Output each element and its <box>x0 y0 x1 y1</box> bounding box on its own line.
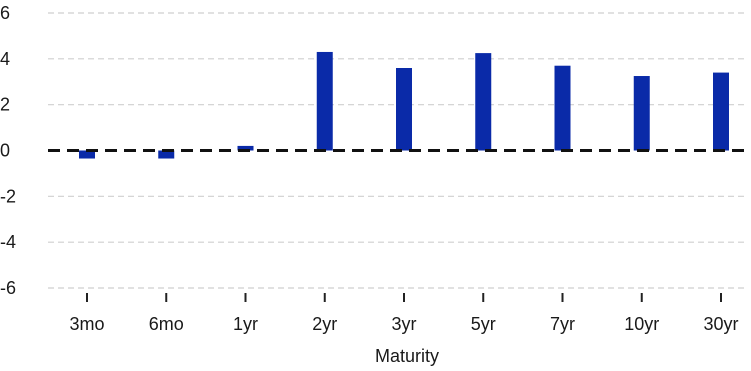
y-tick-label: -2 <box>0 186 16 206</box>
x-tick-label: 6mo <box>149 314 184 334</box>
x-tick-label: 5yr <box>471 314 496 334</box>
y-tick-label: 0 <box>0 141 10 161</box>
gridlines <box>48 12 746 289</box>
y-tick-label: 4 <box>0 49 10 69</box>
y-tick-label: 2 <box>0 95 10 115</box>
y-tick-label: 6 <box>0 3 10 23</box>
bar <box>475 53 492 151</box>
bar <box>79 150 95 159</box>
y-axis-tick-labels: 6 4 2 0 -2 -4 -6 <box>0 3 16 298</box>
y-tick-label: -6 <box>0 278 16 298</box>
x-tick-label: 3mo <box>69 314 104 334</box>
x-tick-label: 2yr <box>312 314 337 334</box>
bars <box>79 51 729 159</box>
bar <box>158 150 175 159</box>
x-tick-label: 7yr <box>550 314 575 334</box>
x-axis: 3mo 6mo 1yr 2yr 3yr 5yr 7yr 10yr 30yr <box>69 293 739 334</box>
bar <box>316 51 333 151</box>
bar <box>396 68 412 151</box>
y-tick-label: -4 <box>0 232 16 252</box>
x-tick-label: 10yr <box>624 314 659 334</box>
x-tick-label: 3yr <box>391 314 416 334</box>
bar <box>713 72 729 151</box>
bar <box>554 65 571 151</box>
x-tick-label: 1yr <box>233 314 258 334</box>
bar <box>633 76 650 151</box>
x-axis-title: Maturity <box>375 346 439 366</box>
bar <box>237 145 254 151</box>
x-tick-label: 30yr <box>703 314 738 334</box>
